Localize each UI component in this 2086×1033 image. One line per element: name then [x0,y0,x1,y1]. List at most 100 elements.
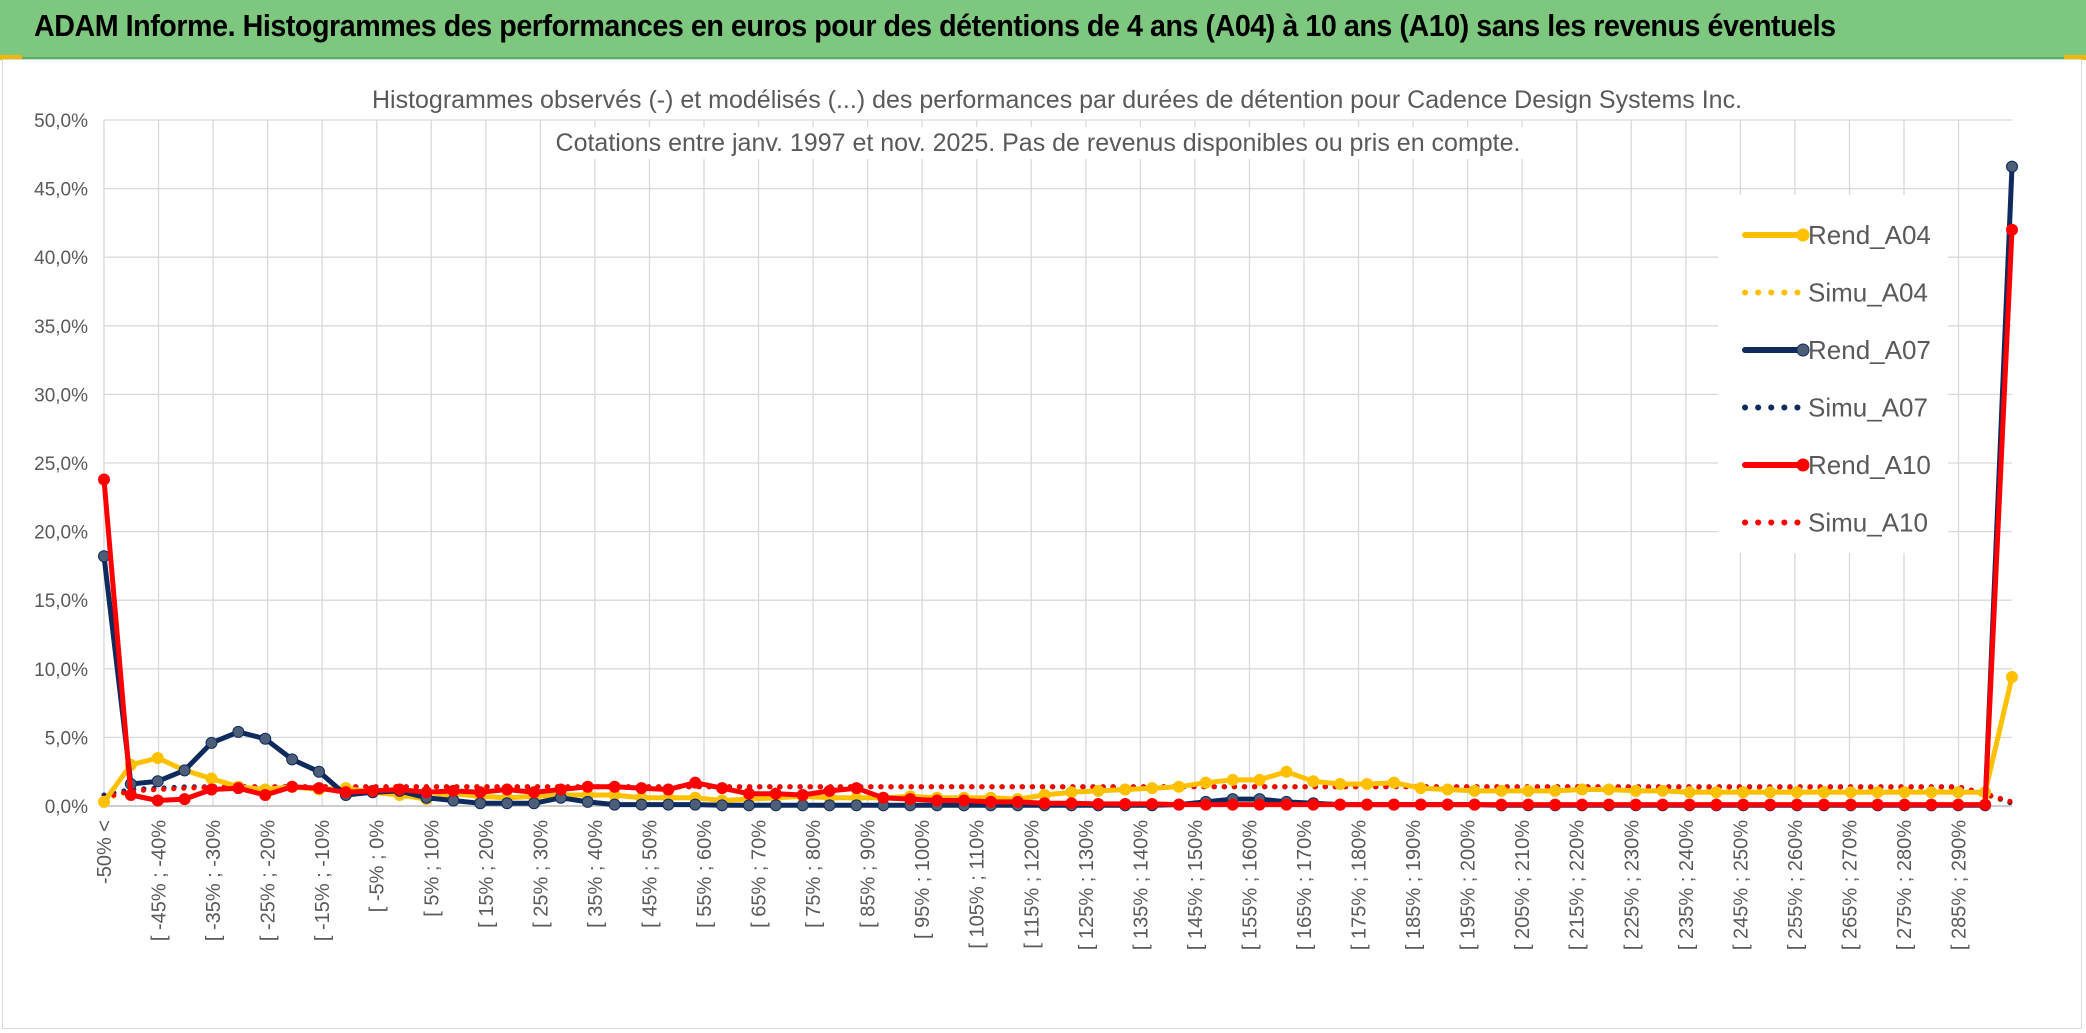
data-point-rend-a10 [1764,798,1777,811]
data-point-rend-a10 [850,782,863,795]
x-tick-label: [ 95% ; 100% [912,820,934,939]
x-tick-label: [ 255% ; 260% [1785,820,1807,950]
data-point-rend-a04 [1522,784,1535,797]
data-point-rend-a10 [232,782,245,795]
y-axis-ticks: 0,0% 5,0% 10,0% 15,0% 20,0% 25,0% 30,0% 35,0% 40… [34,111,88,818]
data-point-rend-a10 [1065,797,1078,810]
x-tick-label: [ 145% ; 150% [1185,820,1207,950]
data-point-rend-a04 [1844,786,1857,799]
data-point-rend-a10 [823,784,836,797]
data-point-rend-a04 [1361,778,1374,791]
x-tick-label: [ 285% ; 290% [1949,820,1971,950]
x-axis-ticks: -50% < [ -45% ; -40% [ -35% ; -30% [ -25% ;… [94,820,1971,950]
data-point-rend-a10 [1468,798,1481,811]
data-point-rend-a04 [1576,783,1589,796]
data-point-rend-a07 [662,798,675,811]
data-point-rend-a07 [527,797,540,810]
x-tick-label: [ 155% ; 160% [1239,820,1261,950]
y-tick-label: 45,0% [34,180,88,201]
y-tick-label: 35,0% [34,317,88,338]
x-tick-label: [ 245% ; 250% [1730,820,1752,950]
data-point-rend-a04 [1441,783,1454,796]
y-tick-label: 0,0% [45,797,88,818]
data-point-rend-a04 [1414,782,1427,795]
legend-box [1718,195,1948,553]
legend-label-simu-a04: Simu_A04 [1808,278,1928,308]
data-point-rend-a04 [1065,786,1078,799]
data-point-rend-a10 [554,783,567,796]
data-point-rend-a10 [1656,798,1669,811]
data-point-rend-a07 [286,753,299,766]
data-point-rend-a10 [904,793,917,806]
data-point-rend-a10 [1092,797,1105,810]
data-point-rend-a10 [1172,798,1185,811]
chart-titles: Histogrammes observés (-) et modélisés (… [365,84,1749,159]
x-tick-label: [ 5% ; 10% [421,820,443,917]
data-point-rend-a10 [1602,798,1615,811]
x-tick-label: [ 235% ; 240% [1676,820,1698,950]
data-point-rend-a10 [716,782,729,795]
x-tick-label: [ 265% ; 270% [1839,820,1861,950]
data-point-rend-a04 [1226,773,1239,786]
data-point-rend-a04 [1387,776,1400,789]
data-point-rend-a04 [1280,765,1293,778]
x-tick-label: [ -15% ; -10% [312,820,334,941]
data-point-rend-a10 [1280,798,1293,811]
x-tick-label: -50% < [94,820,116,884]
data-point-rend-a10 [957,794,970,807]
data-point-rend-a04 [1764,786,1777,799]
y-tick-label: 20,0% [34,523,88,544]
legend-marker [1796,458,1810,472]
data-point-rend-a04 [1253,773,1266,786]
data-point-rend-a04 [205,772,218,785]
data-point-rend-a10 [474,786,487,799]
data-point-rend-a10 [742,787,755,800]
data-point-rend-a07 [796,799,809,812]
x-tick-label: [ 55% ; 60% [694,820,716,928]
data-point-rend-a07 [259,732,272,745]
data-point-rend-a10 [1925,798,1938,811]
data-point-rend-a07 [742,799,755,812]
legend-label-rend-a07: Rend_A07 [1808,335,1931,365]
x-tick-label: [ 65% ; 70% [749,820,771,928]
data-point-rend-a10 [796,789,809,802]
data-point-rend-a10 [286,780,299,793]
x-tick-label: [ 125% ; 130% [1076,820,1098,950]
data-point-rend-a10 [1979,798,1992,811]
data-point-rend-a10 [205,783,218,796]
data-point-rend-a07 [823,799,836,812]
x-tick-label: [ -5% ; 0% [367,820,389,912]
x-tick-label: [ 45% ; 50% [639,820,661,928]
x-tick-label: [ 195% ; 200% [1458,820,1480,950]
data-point-rend-a07 [769,799,782,812]
data-point-rend-a04 [1898,786,1911,799]
data-point-rend-a04 [1871,786,1884,799]
y-tick-label: 10,0% [34,660,88,681]
data-point-rend-a10 [1495,798,1508,811]
y-tick-label: 50,0% [34,111,88,132]
data-point-rend-a10 [1817,798,1830,811]
chart-frame [2,59,2082,1029]
chart-title: Histogrammes observés (-) et modélisés (… [372,86,1742,114]
data-point-rend-a07 [312,765,325,778]
x-tick-label: [ 275% ; 280% [1894,820,1916,950]
data-point-rend-a10 [1119,797,1132,810]
data-point-rend-a04 [1334,778,1347,791]
data-point-rend-a10 [1898,798,1911,811]
data-point-rend-a10 [1576,798,1589,811]
legend-label-simu-a07: Simu_A07 [1808,393,1928,423]
data-point-rend-a10 [635,782,648,795]
data-point-rend-a10 [1414,798,1427,811]
x-tick-label: [ 15% ; 20% [476,820,498,928]
data-point-rend-a07 [850,799,863,812]
data-point-rend-a04 [1817,786,1830,799]
data-point-rend-a10 [1038,797,1051,810]
data-point-rend-a10 [689,776,702,789]
data-point-rend-a04 [1925,786,1938,799]
y-tick-label: 5,0% [45,728,88,749]
data-point-rend-a10 [931,794,944,807]
data-point-rend-a10 [1871,798,1884,811]
data-point-rend-a04 [1199,776,1212,789]
x-tick-label: [ -35% ; -30% [203,820,225,941]
data-point-rend-a07 [474,797,487,810]
